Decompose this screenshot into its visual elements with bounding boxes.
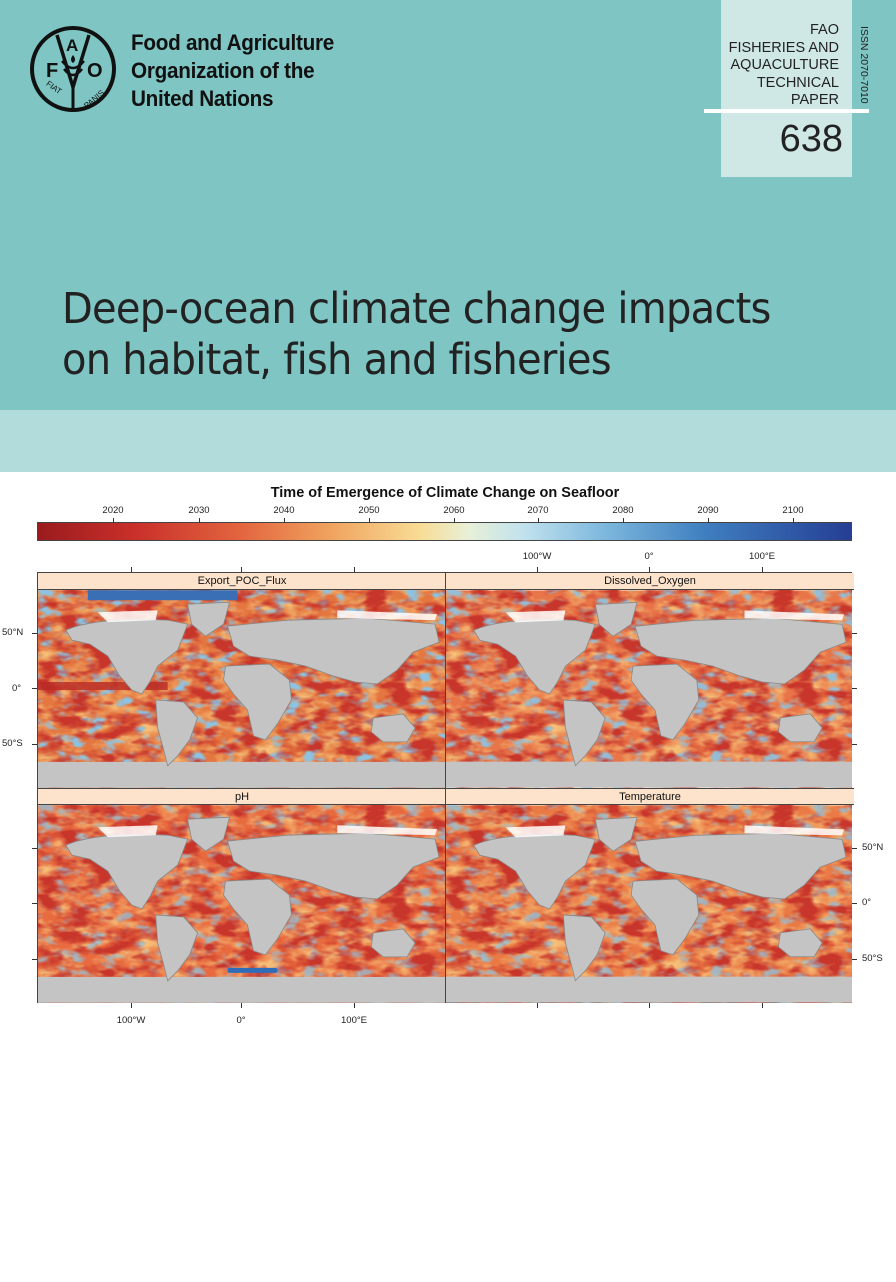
bottom-axis-label: 100°W: [116, 1015, 146, 1026]
top-axis-label: 0°: [644, 551, 654, 562]
axis-tick: [852, 848, 857, 849]
world-map: [38, 590, 446, 788]
title-line: on habitat, fish and fisheries: [62, 335, 612, 385]
axis-tick: [241, 1003, 242, 1008]
axis-tick: [762, 1003, 763, 1008]
colorbar-tick-label: 2070: [527, 505, 549, 516]
world-map: [446, 590, 854, 788]
panel-divider-horizontal: [38, 788, 851, 789]
colorbar-tick-label: 2020: [102, 505, 124, 516]
series-number: 638: [779, 118, 843, 160]
bottom-axis-label: 0°: [236, 1015, 246, 1026]
series-box: FAO FISHERIES AND AQUACULTURE TECHNICAL …: [721, 0, 852, 177]
series-line: FAO: [809, 22, 839, 38]
top-axis-label: 100°E: [749, 551, 775, 562]
svg-text:F: F: [46, 60, 58, 82]
header-light-band: [0, 410, 896, 472]
series-line: AQUACULTURE: [730, 57, 840, 73]
issn-text: ISSN 2070-7010: [858, 26, 870, 104]
axis-tick: [32, 744, 37, 745]
organization-name: Food and Agriculture Organization of the…: [131, 29, 334, 113]
colorbar: [37, 518, 852, 541]
map-panel-export-poc-flux: Export_POC_Flux: [38, 573, 446, 788]
axis-tick: [852, 633, 857, 634]
axis-tick: [32, 848, 37, 849]
bottom-axis-label: 100°E: [341, 1015, 367, 1026]
panel-strip-label: Dissolved_Oxygen: [446, 573, 854, 590]
colorbar-tick-label: 2030: [188, 505, 210, 516]
axis-tick: [32, 633, 37, 634]
colorbar-tick-label: 2100: [782, 505, 804, 516]
axis-tick: [354, 1003, 355, 1008]
figure-title: Time of Emergence of Climate Change on S…: [270, 485, 620, 501]
document-title: Deep-ocean climate change impacts on hab…: [62, 284, 771, 386]
panel-strip-label: Export_POC_Flux: [38, 573, 446, 590]
map-panel-ph: pH: [38, 788, 446, 1003]
axis-tick: [537, 1003, 538, 1008]
svg-text:FIAT: FIAT: [44, 79, 63, 96]
left-axis-label: 50°S: [2, 738, 23, 749]
organization-name-line: Food and Agriculture: [131, 30, 335, 55]
colorbar-tick-label: 2080: [612, 505, 634, 516]
fao-logo-icon: F A O FIAT PANIS: [29, 25, 117, 113]
map-panel-temperature: Temperature: [446, 788, 854, 1003]
svg-text:O: O: [87, 60, 103, 82]
axis-tick: [852, 744, 857, 745]
axis-tick: [32, 903, 37, 904]
axis-tick: [537, 567, 538, 572]
map-panel-dissolved-oxygen: Dissolved_Oxygen: [446, 573, 854, 788]
left-axis-label: 0°: [12, 683, 22, 694]
right-axis-label: 50°S: [862, 953, 883, 964]
cover-figure: Time of Emergence of Climate Change on S…: [0, 472, 896, 1032]
colorbar-tick-label: 2090: [697, 505, 719, 516]
series-name: FAO FISHERIES AND AQUACULTURE TECHNICAL …: [729, 22, 839, 110]
colorbar-tick: [708, 518, 709, 523]
map-panels-grid: Export_POC_Flux Dissolved_Oxygen: [37, 572, 854, 1003]
top-axis-label: 100°W: [522, 551, 552, 562]
right-axis-label: 50°N: [862, 842, 884, 853]
series-divider: [704, 109, 869, 113]
colorbar-tick: [538, 518, 539, 523]
axis-tick: [852, 959, 857, 960]
series-line: FISHERIES AND: [728, 39, 839, 56]
colorbar-tick-label: 2060: [443, 505, 465, 516]
world-map: [446, 805, 854, 1003]
axis-tick: [131, 567, 132, 572]
colorbar-tick-label: 2040: [273, 505, 295, 516]
panel-strip-label: Temperature: [446, 788, 854, 805]
axis-tick: [354, 567, 355, 572]
svg-text:A: A: [66, 36, 78, 55]
axis-tick: [852, 903, 857, 904]
panel-strip-label: pH: [38, 788, 446, 805]
series-line: PAPER: [790, 92, 839, 108]
organization-name-line: Organization of the: [131, 58, 315, 83]
colorbar-tick-label: 2050: [358, 505, 380, 516]
axis-tick: [32, 959, 37, 960]
axis-tick: [649, 567, 650, 572]
axis-tick: [241, 567, 242, 572]
colorbar-tick: [623, 518, 624, 523]
colorbar-tick: [199, 518, 200, 523]
colorbar-tick: [284, 518, 285, 523]
issn-label: ISSN 2070-7010: [857, 26, 871, 104]
left-axis-label: 50°N: [2, 627, 24, 638]
world-map: [38, 805, 446, 1003]
axis-tick: [32, 688, 37, 689]
axis-tick: [852, 688, 857, 689]
axis-tick: [131, 1003, 132, 1008]
panel-divider-vertical: [445, 573, 446, 1002]
right-axis-label: 0°: [862, 897, 872, 908]
colorbar-tick: [369, 518, 370, 523]
title-line: Deep-ocean climate change impacts: [62, 284, 771, 334]
axis-tick: [762, 567, 763, 572]
colorbar-tick: [793, 518, 794, 523]
colorbar-tick: [113, 518, 114, 523]
colorbar-tick: [454, 518, 455, 523]
series-line: TECHNICAL: [756, 74, 839, 91]
axis-tick: [649, 1003, 650, 1008]
organization-name-line: United Nations: [131, 86, 274, 111]
